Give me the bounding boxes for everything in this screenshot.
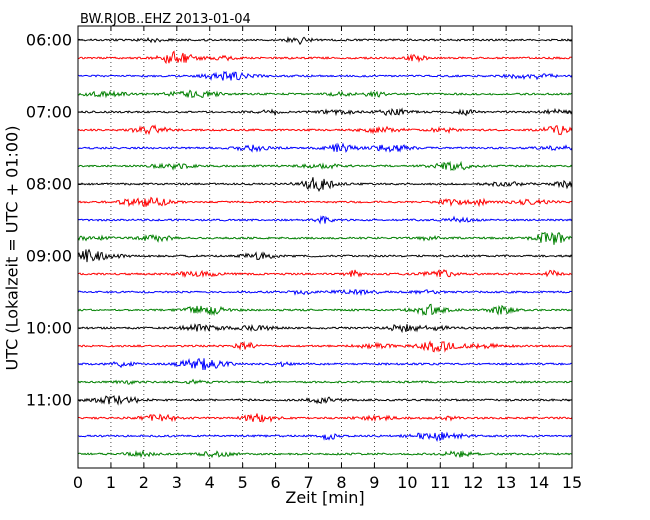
plot-frame [77,25,573,469]
trace-0800 [77,177,573,193]
x-axis-label: Zeit [min] [285,488,365,507]
x-tick-label: 5 [238,473,248,492]
x-tick-label: 1 [106,473,116,492]
trace-0615 [77,50,573,65]
trace-1100 [77,395,573,406]
x-tick-label: 8 [336,473,346,492]
trace-0745 [77,160,573,171]
y-tick-label: 08:00 [26,175,72,194]
trace-0645 [77,89,573,99]
x-tick-label: 14 [529,473,549,492]
x-tick-label: 12 [463,473,483,492]
trace-0845 [77,231,573,245]
trace-1015 [77,340,573,353]
trace-0900 [77,248,573,263]
trace-0730 [77,142,573,153]
x-tick-label: 2 [139,473,149,492]
x-tick-label: 3 [172,473,182,492]
trace-0930 [77,288,573,297]
y-tick-label: 06:00 [26,31,72,50]
x-tick-label: 15 [562,473,582,492]
chart-title: BW.RJOB..EHZ 2013-01-04 [80,12,251,27]
x-tick-label: 10 [397,473,417,492]
trace-0830 [77,215,573,225]
x-tick-label: 7 [303,473,313,492]
trace-0600 [77,36,573,46]
trace-0715 [77,124,573,136]
y-tick-label: 07:00 [26,103,72,122]
trace-1115 [77,413,573,423]
x-tick-label: 13 [496,473,516,492]
y-tick-label: 10:00 [26,319,72,338]
trace-1130 [77,431,573,442]
x-tick-label: 6 [271,473,281,492]
trace-1045 [77,378,573,386]
trace-1000 [77,323,573,334]
x-tick-label: 11 [430,473,450,492]
trace-1145 [77,449,573,459]
y-tick-label: 09:00 [26,247,72,266]
trace-0630 [77,70,573,81]
trace-0700 [77,107,573,117]
trace-0945 [77,303,573,317]
trace-0915 [77,269,573,279]
trace-0815 [77,196,573,208]
x-tick-label: 4 [205,473,215,492]
y-tick-label: 11:00 [26,391,72,410]
trace-1030 [77,357,573,371]
x-tick-label: 0 [73,473,83,492]
x-tick-label: 9 [369,473,379,492]
y-axis-label: UTC (Lokalzeit = UTC + 01:00) [2,125,22,371]
